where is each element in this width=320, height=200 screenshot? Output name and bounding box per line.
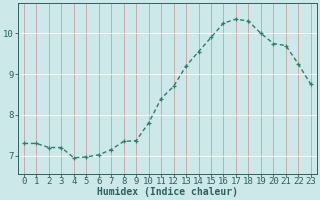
X-axis label: Humidex (Indice chaleur): Humidex (Indice chaleur) xyxy=(97,187,238,197)
